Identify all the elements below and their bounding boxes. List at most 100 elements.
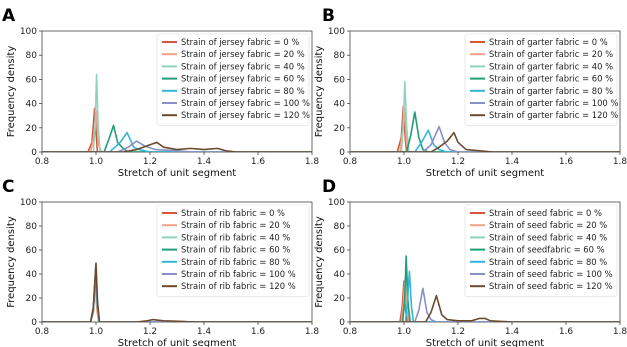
- x-tick-label: 1.8: [305, 157, 320, 167]
- y-tick-label: 40: [334, 100, 346, 110]
- x-tick-label: 1.6: [251, 327, 266, 337]
- y-tick-label: 80: [334, 51, 346, 61]
- y-tick-label: 0: [31, 318, 37, 328]
- series-line-7: [42, 141, 312, 152]
- x-tick-label: 0.8: [35, 327, 50, 337]
- panel-letter: A: [2, 6, 16, 26]
- chart-panel-b: B 0.8 1.0 1.2 1.4 1.6 1.8 0 20 40 60 80 100 Stretch o…: [314, 6, 627, 179]
- panel-letter: C: [2, 177, 14, 197]
- legend-label-1: Strain of jersey fabric = 0 %: [181, 37, 299, 47]
- x-tick-label: 1.6: [251, 157, 266, 167]
- series-group: [350, 81, 620, 152]
- legend-label-7: Strain of jersey fabric = 120 %: [181, 110, 310, 120]
- y-tick-label: 100: [20, 198, 37, 208]
- chart-panel-a: A 0.8 1.0 1.2 1.4 1.6 1.8 0 20 40 60 80 100 Stretch o…: [2, 6, 319, 179]
- x-tick-label: 1.0: [89, 157, 104, 167]
- y-tick-label: 20: [334, 124, 346, 134]
- chart-panel-c: C 0.8 1.0 1.2 1.4 1.6 1.8 0 20 40 60 80 100 Stretch o…: [2, 177, 319, 347]
- y-tick-label: 40: [26, 270, 38, 280]
- y-tick-label: 0: [339, 318, 345, 328]
- series-line-5: [350, 129, 620, 152]
- x-axis-label: Stretch of unit segment: [118, 338, 237, 347]
- series-line-1: [350, 280, 620, 322]
- legend-label-6: Strain of jersey fabric = 100 %: [181, 98, 310, 108]
- y-tick-label: 80: [26, 222, 38, 232]
- y-tick-label: 100: [328, 27, 345, 37]
- legend-label-5: Strain of seed fabric = 80 %: [489, 257, 607, 267]
- legend-label-7: Strain of rib fabric = 120 %: [181, 281, 296, 291]
- legend-label-2: Strain of rib fabric = 20 %: [181, 220, 290, 230]
- x-tick-label: 1.4: [197, 327, 212, 337]
- x-tick-label: 1.0: [397, 157, 412, 167]
- x-tick-label: 0.8: [35, 157, 50, 167]
- series-group: [42, 73, 312, 152]
- x-tick-label: 1.2: [451, 327, 465, 337]
- legend-label-6: Strain of rib fabric = 100 %: [181, 269, 296, 279]
- series-line-6: [350, 125, 620, 152]
- legend-label-3: Strain of garter fabric = 40 %: [489, 61, 613, 71]
- y-axis-label: Frequency density: [6, 216, 17, 308]
- legend-label-3: Strain of seed fabric = 40 %: [489, 232, 607, 242]
- legend-label-6: Strain of garter fabric = 100 %: [489, 98, 618, 108]
- legend-box: [156, 204, 310, 297]
- legend-label-7: Strain of seed fabric = 120 %: [489, 281, 613, 291]
- x-tick-label: 1.2: [451, 157, 465, 167]
- legend-label-7: Strain of garter fabric = 120 %: [489, 110, 618, 120]
- legend-label-3: Strain of rib fabric = 40 %: [181, 232, 290, 242]
- y-tick-label: 60: [26, 75, 38, 85]
- y-tick-label: 100: [20, 27, 37, 37]
- x-tick-label: 1.6: [559, 327, 574, 337]
- x-tick-label: 1.6: [559, 157, 574, 167]
- legend-box: [156, 33, 310, 126]
- series-line-6: [350, 287, 620, 322]
- x-tick-label: 1.4: [197, 157, 212, 167]
- series-group: [42, 262, 312, 322]
- y-tick-label: 80: [334, 222, 346, 232]
- series-line-7: [350, 294, 620, 322]
- y-axis-label: Frequency density: [314, 46, 325, 138]
- y-tick-label: 60: [26, 246, 38, 256]
- legend-label-2: Strain of garter fabric = 20 %: [489, 49, 613, 59]
- x-tick-label: 1.8: [305, 327, 320, 337]
- x-tick-label: 1.8: [613, 157, 627, 167]
- x-axis-label: Stretch of unit segment: [426, 338, 545, 347]
- series-line-7: [42, 262, 312, 322]
- y-tick-label: 80: [26, 51, 38, 61]
- legend-label-4: Strain of jersey fabric = 60 %: [181, 74, 305, 84]
- series-line-5: [350, 270, 620, 322]
- y-tick-label: 60: [334, 75, 346, 85]
- y-tick-label: 40: [334, 270, 346, 280]
- panel-letter: B: [322, 6, 335, 26]
- x-tick-label: 1.2: [143, 327, 157, 337]
- series-line-5: [42, 131, 312, 152]
- x-tick-label: 1.0: [89, 327, 104, 337]
- legend-label-4: Strain of garter fabric = 60 %: [489, 74, 613, 84]
- x-tick-label: 1.4: [505, 157, 520, 167]
- x-tick-label: 1.8: [613, 327, 627, 337]
- legend-label-1: Strain of rib fabric = 0 %: [181, 208, 285, 218]
- x-tick-label: 1.0: [397, 327, 412, 337]
- series-line-3: [350, 81, 620, 152]
- legend-label-4: Strain of rib fabric = 60 %: [181, 245, 290, 255]
- y-axis-label: Frequency density: [314, 216, 325, 308]
- legend-label-1: Strain of seed fabric = 0 %: [489, 208, 602, 218]
- legend-label-5: Strain of rib fabric = 80 %: [181, 257, 290, 267]
- y-tick-label: 20: [26, 124, 38, 134]
- y-tick-label: 0: [339, 148, 345, 158]
- series-group: [350, 255, 620, 322]
- legend-label-2: Strain of seed fabric = 20 %: [489, 220, 607, 230]
- y-tick-label: 20: [334, 294, 346, 304]
- panel-letter: D: [322, 177, 336, 197]
- legend-box: [464, 33, 618, 126]
- legend-label-4: Strain of seedfabric = 60 %: [489, 245, 605, 255]
- legend-label-1: Strain of garter fabric = 0 %: [489, 37, 608, 47]
- x-tick-label: 1.2: [143, 157, 157, 167]
- y-tick-label: 0: [31, 148, 37, 158]
- legend-label-2: Strain of jersey fabric = 20 %: [181, 49, 305, 59]
- x-tick-label: 1.4: [505, 327, 520, 337]
- x-axis-label: Stretch of unit segment: [426, 168, 545, 179]
- series-line-2: [42, 110, 312, 152]
- series-line-1: [42, 107, 312, 152]
- series-line-7: [350, 131, 620, 152]
